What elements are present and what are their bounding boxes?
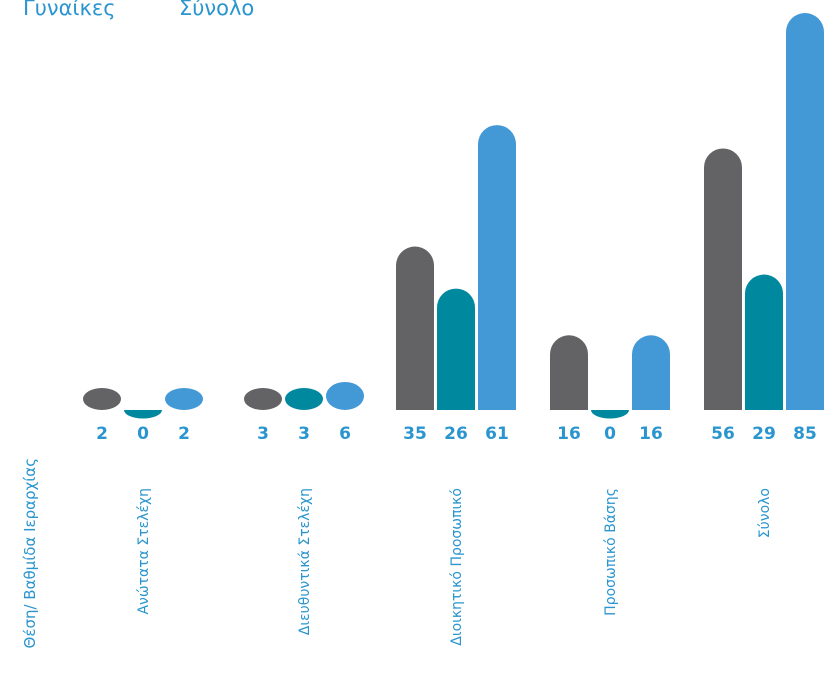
bar-4-0 — [704, 148, 742, 410]
bar-3-2 — [632, 335, 670, 410]
bar-0-1 — [124, 410, 162, 419]
bar-1-0 — [244, 388, 282, 410]
category-label-3: Προσωπικό Βάσης — [603, 488, 619, 616]
bar-3-1 — [591, 410, 629, 419]
bar-4-1 — [745, 275, 783, 410]
value-label-3-1: 0 — [604, 424, 616, 444]
category-label-4: Σύνολο — [757, 488, 773, 538]
bar-1-1 — [285, 388, 323, 410]
value-label-4-1: 29 — [752, 424, 776, 444]
value-label-0-2: 2 — [178, 424, 190, 444]
bar-0-2 — [165, 388, 203, 410]
value-label-1-2: 6 — [339, 424, 351, 444]
bar-1-2 — [326, 382, 364, 410]
value-label-0-1: 0 — [137, 424, 149, 444]
bar-2-2 — [478, 125, 516, 410]
bar-4-2 — [786, 13, 824, 410]
value-label-3-2: 16 — [639, 424, 663, 444]
category-label-2: Διοικητικό Προσωπικό — [449, 488, 465, 646]
value-label-3-0: 16 — [557, 424, 581, 444]
value-label-2-0: 35 — [403, 424, 427, 444]
bar-2-1 — [437, 289, 475, 410]
value-label-4-0: 56 — [711, 424, 735, 444]
value-label-0-0: 2 — [96, 424, 108, 444]
axis-title: Θέση/ Βαθμίδα Ιεραρχίας — [21, 458, 39, 648]
value-label-1-0: 3 — [257, 424, 269, 444]
bar-3-0 — [550, 335, 588, 410]
value-label-4-2: 85 — [793, 424, 817, 444]
value-label-2-2: 61 — [485, 424, 509, 444]
bar-2-0 — [396, 247, 434, 410]
category-label-1: Διευθυντικά Στελέχη — [297, 488, 313, 635]
bar-0-0 — [83, 388, 121, 410]
value-label-1-1: 3 — [298, 424, 310, 444]
category-label-0: Ανώτατα Στελέχη — [136, 488, 152, 615]
value-label-2-1: 26 — [444, 424, 468, 444]
